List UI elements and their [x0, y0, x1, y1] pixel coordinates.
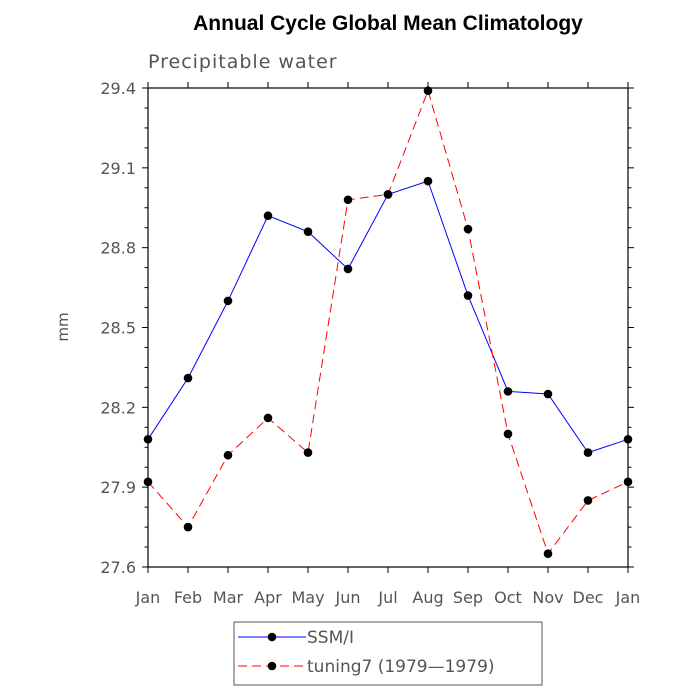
x-tick-label: Feb [174, 588, 202, 607]
data-point-series-1 [343, 195, 353, 205]
x-tick-label: Aug [412, 588, 443, 607]
data-point-series-0 [543, 389, 553, 399]
x-tick-label: Jun [335, 588, 361, 607]
data-point-series-1 [463, 224, 473, 234]
x-tick-label: Nov [532, 588, 563, 607]
data-point-series-1 [503, 429, 513, 439]
chart-title: Annual Cycle Global Mean Climatology [193, 12, 583, 35]
data-point-series-0 [583, 448, 593, 457]
x-tick-label: Dec [573, 588, 604, 607]
data-point-series-1 [583, 496, 593, 505]
y-tick-label: 27.9 [100, 478, 136, 497]
data-point-series-1 [543, 549, 553, 558]
legend-box [233, 621, 543, 686]
axis-ticks [142, 82, 634, 573]
data-point-series-0 [223, 296, 233, 306]
data-point-series-1 [183, 522, 193, 532]
data-point-series-0 [463, 291, 473, 300]
x-tick-label: Sep [453, 588, 483, 607]
x-tick-label: Jan [615, 588, 641, 607]
data-point-series-1 [623, 477, 633, 487]
series-layer [143, 86, 633, 558]
data-point-series-1 [383, 190, 393, 199]
series-line-1 [147, 89, 629, 555]
data-point-series-0 [303, 227, 313, 236]
y-tick-labels: 27.6 27.9 28.2 28.5 28.8 29.1 29.4 [100, 79, 136, 577]
legend-marker-tuning7 [267, 661, 277, 671]
data-point-series-1 [263, 413, 273, 423]
data-point-series-0 [343, 264, 353, 274]
series-line-0 [147, 180, 629, 454]
data-point-series-1 [303, 448, 313, 457]
legend-label-ssmi: SSM/I [307, 628, 354, 648]
data-point-series-0 [143, 434, 153, 444]
plot-frame [147, 87, 629, 568]
data-point-series-0 [263, 211, 273, 221]
legend-marker-ssmi [267, 632, 277, 642]
data-point-series-0 [183, 373, 193, 383]
x-tick-label: Mar [213, 588, 244, 607]
y-axis-label: mm [54, 312, 72, 341]
x-tick-label: Jan [135, 588, 161, 607]
x-tick-labels: Jan Feb Mar Apr May Jun Jul Aug Sep Oct Nov Dec Jan [135, 588, 641, 607]
y-tick-label: 28.5 [100, 319, 136, 338]
data-point-series-1 [143, 477, 153, 487]
data-point-series-0 [423, 176, 433, 186]
chart-subtitle: Precipitable water [148, 51, 338, 73]
legend: SSM/I tuning7 (1979—1979) [233, 621, 543, 686]
y-tick-label: 28.2 [100, 398, 136, 417]
data-point-series-0 [623, 434, 633, 444]
y-tick-label: 27.6 [100, 558, 136, 577]
x-tick-label: May [291, 588, 324, 607]
data-point-series-1 [423, 86, 433, 95]
x-tick-label: Oct [494, 588, 522, 607]
legend-label-tuning7: tuning7 (1979—1979) [307, 657, 495, 677]
y-tick-label: 28.8 [100, 239, 136, 258]
data-point-series-0 [503, 387, 513, 396]
y-tick-label: 29.4 [100, 79, 136, 98]
y-tick-label: 29.1 [100, 159, 136, 178]
x-tick-label: Apr [254, 588, 282, 607]
data-point-series-1 [223, 450, 233, 460]
x-tick-label: Jul [377, 588, 397, 607]
